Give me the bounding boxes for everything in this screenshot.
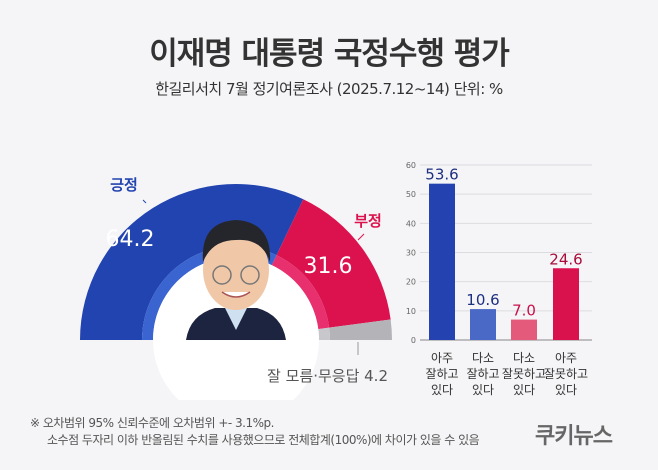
- footnote-1: ※ 오차범위 95% 신뢰수준에 오차범위 +- 3.1%p.: [30, 416, 274, 430]
- bar: [511, 319, 537, 340]
- logo: 쿠키뉴스: [535, 424, 613, 449]
- bar: [429, 183, 455, 340]
- y-tick-label: 0: [411, 336, 416, 345]
- donut-slice-inner-band: [142, 246, 277, 340]
- x-tick-label: 아주: [555, 351, 577, 365]
- positive-value: 64.2: [106, 227, 155, 252]
- footnote-2: 소수점 두자리 이하 반올림된 수치를 사용했으므로 전체합계(100%)에 차…: [47, 433, 480, 447]
- dont-know-label: 잘 모름·무응답 4.2: [267, 367, 388, 385]
- x-tick-label: 다소: [472, 351, 494, 365]
- x-tick-label: 잘못하고: [502, 367, 546, 381]
- portrait-photo: [153, 220, 319, 400]
- page-title: 이재명 대통령 국정수행 평가: [149, 36, 510, 72]
- bar-value-label: 53.6: [425, 166, 458, 184]
- y-tick-label: 50: [406, 190, 416, 199]
- x-tick-label: 있다: [555, 383, 577, 397]
- x-tick-label: 있다: [431, 383, 453, 397]
- y-tick-label: 20: [406, 278, 416, 287]
- donut-slice: [329, 319, 392, 340]
- negative-label: 부정: [354, 212, 382, 230]
- bar-value-label: 7.0: [512, 302, 536, 320]
- y-tick-label: 60: [406, 161, 416, 170]
- bar-value-label: 10.6: [466, 291, 499, 309]
- x-tick-label: 잘하고: [425, 367, 458, 381]
- subtitle: 한길리서치 7월 정기여론조사 (2025.7.12~14) 단위: %: [155, 80, 503, 98]
- y-tick-label: 40: [406, 219, 416, 228]
- x-tick-label: 잘하고: [466, 367, 499, 381]
- x-tick-label: 다소: [513, 351, 535, 365]
- donut-slice-inner-band: [271, 255, 330, 330]
- bar-value-label: 24.6: [549, 250, 582, 268]
- half-donut-chart: 64.2 31.6 긍정 부정 잘 모름·무응답 4.2: [80, 176, 392, 400]
- bar: [470, 309, 496, 340]
- face: [203, 230, 269, 310]
- x-tick-label: 아주: [431, 351, 453, 365]
- donut-slice-inner-band: [318, 327, 330, 340]
- negative-value: 31.6: [304, 254, 353, 279]
- positive-label: 긍정: [110, 176, 138, 194]
- x-tick-label: 있다: [513, 383, 535, 397]
- x-tick-label: 잘못하고: [544, 367, 588, 381]
- x-tick-label: 있다: [472, 383, 494, 397]
- bar: [553, 268, 579, 340]
- donut-slice: [276, 199, 391, 328]
- hair: [202, 220, 271, 262]
- y-tick-label: 10: [406, 307, 416, 316]
- y-tick-label: 30: [406, 249, 416, 258]
